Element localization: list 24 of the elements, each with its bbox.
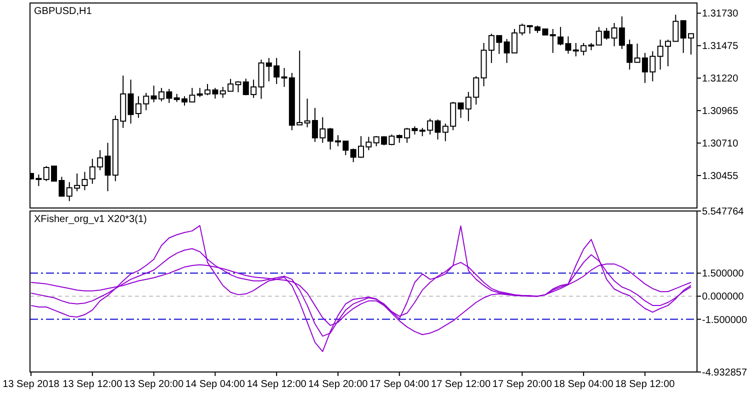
x-tick-label: 17 Sep 12:00 [431,379,491,390]
y-tick-label: 0.000000 [702,292,744,303]
x-tick-label: 13 Sep 12:00 [62,379,123,390]
y-tick-label: 1.31220 [702,74,739,85]
x-tick-label: 17 Sep 20:00 [492,379,552,390]
y-tick-label: 1.31475 [702,41,739,52]
y-tick-label: 1.30455 [702,171,739,182]
x-tick-label: 14 Sep 12:00 [246,379,307,390]
y-tick-label: 1.500000 [702,268,744,280]
x-tick-label: 17 Sep 04:00 [370,379,430,390]
x-tick-label: 14 Sep 20:00 [308,379,368,390]
y-tick-label: 1.31730 [702,8,739,20]
y-tick-label: -4.932857 [702,368,748,378]
x-tick-label: 18 Sep 04:00 [554,379,614,390]
x-tick-label: 14 Sep 04:00 [185,379,246,390]
y-tick-label: -1.500000 [702,314,748,326]
x-tick-label: 18 Sep 12:00 [615,379,676,390]
chart-title: XFisher_org_v1 X20*3(1) [34,214,147,225]
x-tick-label: 13 Sep 2018 [2,379,60,390]
chart-title: GBPUSD,H1 [34,6,92,17]
y-tick-label: 1.30710 [702,138,739,150]
y-tick-label: 5.547764 [702,206,744,218]
x-tick-label: 13 Sep 20:00 [124,379,184,390]
y-tick-label: 1.30965 [702,106,739,118]
